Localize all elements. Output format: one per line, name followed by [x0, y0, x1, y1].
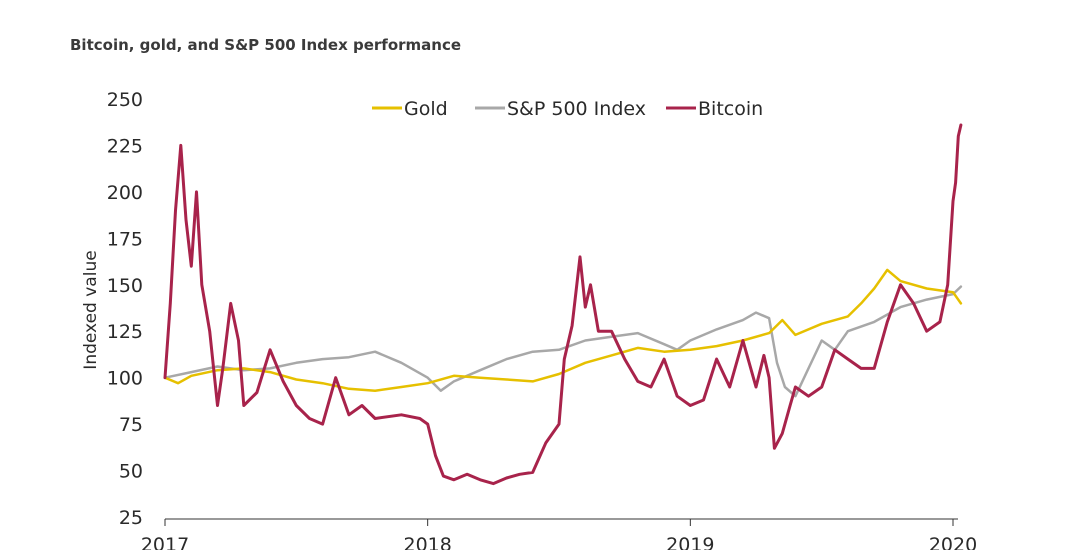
- x-tick-label: 2020: [929, 534, 977, 550]
- y-tick-label: 175: [107, 228, 143, 250]
- y-tick-label: 250: [107, 89, 143, 111]
- legend-label: Gold: [404, 98, 448, 120]
- legend-item-gold: Gold: [372, 98, 448, 120]
- series-line-bitcoin: [163, 123, 963, 486]
- legend-label: Bitcoin: [698, 98, 763, 120]
- y-tick-label: 225: [107, 135, 143, 157]
- y-tick-label: 100: [107, 368, 143, 390]
- y-tick-label: 75: [119, 414, 143, 436]
- y-tick-label: 25: [119, 507, 143, 529]
- series-layer: [163, 123, 963, 486]
- series-line-gold: [163, 268, 963, 392]
- series-line-s-p-500-index: [163, 285, 963, 398]
- x-tick-label: 2017: [141, 534, 189, 550]
- y-axis-title: Indexed value: [81, 250, 101, 369]
- y-axis: 25 50 75 100 125 150 175 200 225 250: [107, 89, 143, 529]
- legend: Gold S&P 500 Index Bitcoin: [372, 98, 763, 120]
- x-tick-label: 2019: [666, 534, 714, 550]
- legend-item-s-p-500-index: S&P 500 Index: [475, 98, 646, 120]
- chart-title: Bitcoin, gold, and S&P 500 Index perform…: [70, 36, 462, 54]
- y-tick-label: 125: [107, 321, 143, 343]
- y-tick-label: 50: [119, 461, 143, 483]
- legend-label: S&P 500 Index: [507, 98, 646, 120]
- y-tick-label: 150: [107, 275, 143, 297]
- x-tick-label: 2018: [403, 534, 451, 550]
- x-axis: 2017 2018 2019 2020: [141, 518, 977, 550]
- legend-item-bitcoin: Bitcoin: [666, 98, 763, 120]
- y-tick-label: 200: [107, 182, 143, 204]
